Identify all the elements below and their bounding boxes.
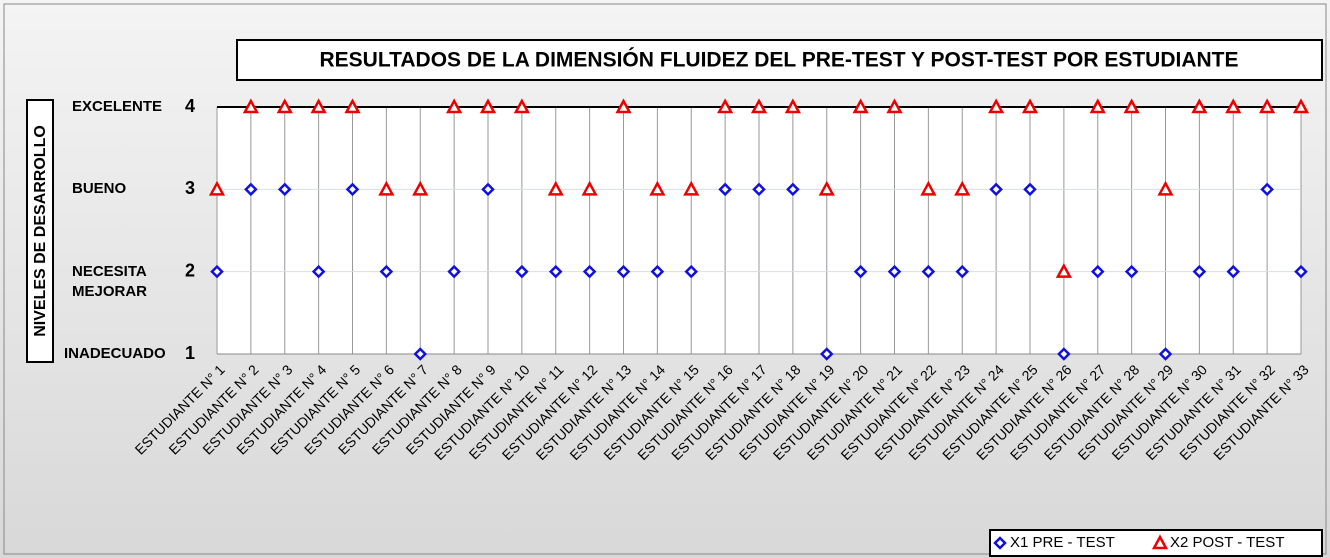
- data-point: [447, 264, 461, 279]
- level-label: BUENO: [72, 180, 127, 198]
- data-point: [1021, 98, 1039, 114]
- data-point: [276, 98, 293, 114]
- data-point: [1226, 264, 1241, 279]
- data-point: [920, 180, 937, 196]
- data-point: [1055, 263, 1072, 278]
- data-point: [683, 180, 700, 196]
- data-point: [515, 264, 529, 279]
- y-tick-label: 4: [185, 96, 195, 116]
- data-point: [752, 182, 766, 197]
- data-point: [1124, 264, 1139, 279]
- y-title-box: [26, 99, 54, 363]
- data-point: [413, 347, 428, 361]
- legend-label: X1 PRE - TEST: [1010, 534, 1115, 551]
- data-point: [311, 264, 326, 279]
- level-label: NECESITA MEJORAR: [72, 262, 148, 300]
- data-point: [819, 347, 834, 361]
- y-tick-label: 2: [185, 260, 195, 280]
- data-point: [852, 98, 869, 114]
- level-label: INADECUADO: [64, 345, 166, 362]
- data-point: [310, 98, 327, 114]
- data-point: [1294, 264, 1308, 279]
- data-point: [208, 180, 226, 196]
- data-point: [244, 182, 258, 197]
- level-label: EXCELENTE: [72, 98, 163, 115]
- data-point: [954, 180, 971, 196]
- data-point: [616, 264, 631, 279]
- data-point: [379, 264, 394, 279]
- data-point: [1057, 347, 1071, 361]
- data-point: [1123, 98, 1140, 114]
- data-point: [1157, 180, 1174, 196]
- data-point: [446, 98, 463, 114]
- data-point: [1023, 182, 1037, 197]
- data-point: [513, 98, 530, 114]
- data-point: [1225, 98, 1242, 114]
- data-point: [853, 264, 868, 279]
- data-point: [1089, 98, 1106, 114]
- frame: [3, 3, 1327, 555]
- data-point: [1260, 182, 1274, 197]
- data-point: [210, 264, 224, 279]
- data-point: [548, 264, 563, 279]
- data-point: [886, 98, 903, 114]
- data-point: [378, 180, 395, 196]
- legend-marker: [1151, 534, 1169, 550]
- legend-label: X2 POST - TEST: [1170, 534, 1284, 551]
- data-point: [479, 98, 497, 114]
- data-point: [988, 98, 1005, 114]
- data-point: [786, 182, 800, 197]
- y-tick-label: 1: [185, 343, 195, 363]
- data-point: [412, 180, 429, 196]
- data-point: [581, 180, 598, 196]
- data-point: [582, 264, 597, 279]
- data-point: [818, 180, 835, 196]
- data-point: [1259, 98, 1276, 114]
- data-point: [649, 180, 666, 196]
- data-point: [1090, 264, 1105, 279]
- data-point: [955, 264, 970, 279]
- data-point: [650, 264, 665, 279]
- data-point: [615, 98, 632, 114]
- data-point: [718, 182, 732, 197]
- data-point: [887, 264, 902, 279]
- data-point: [481, 182, 495, 197]
- data-point: [344, 98, 361, 114]
- data-point: [242, 98, 259, 114]
- data-point: [784, 98, 801, 114]
- chart-title: RESULTADOS DE LA DIMENSIÓN FLUIDEZ DEL P…: [319, 48, 1238, 72]
- data-point: [277, 182, 292, 197]
- data-point: [750, 98, 768, 114]
- data-point: [1158, 347, 1173, 361]
- y-axis-title: NIVELES DE DESARROLLO: [32, 125, 49, 337]
- data-point: [1192, 264, 1207, 279]
- data-point: [345, 182, 360, 197]
- legend-marker: [993, 536, 1007, 550]
- title-box: [236, 39, 1323, 81]
- data-point: [717, 98, 734, 114]
- data-point: [684, 264, 699, 279]
- y-tick-label: 3: [185, 178, 195, 198]
- data-point: [921, 264, 936, 279]
- data-point: [989, 182, 1003, 197]
- data-point: [1292, 98, 1310, 114]
- data-point: [547, 180, 564, 196]
- data-point: [1191, 98, 1208, 114]
